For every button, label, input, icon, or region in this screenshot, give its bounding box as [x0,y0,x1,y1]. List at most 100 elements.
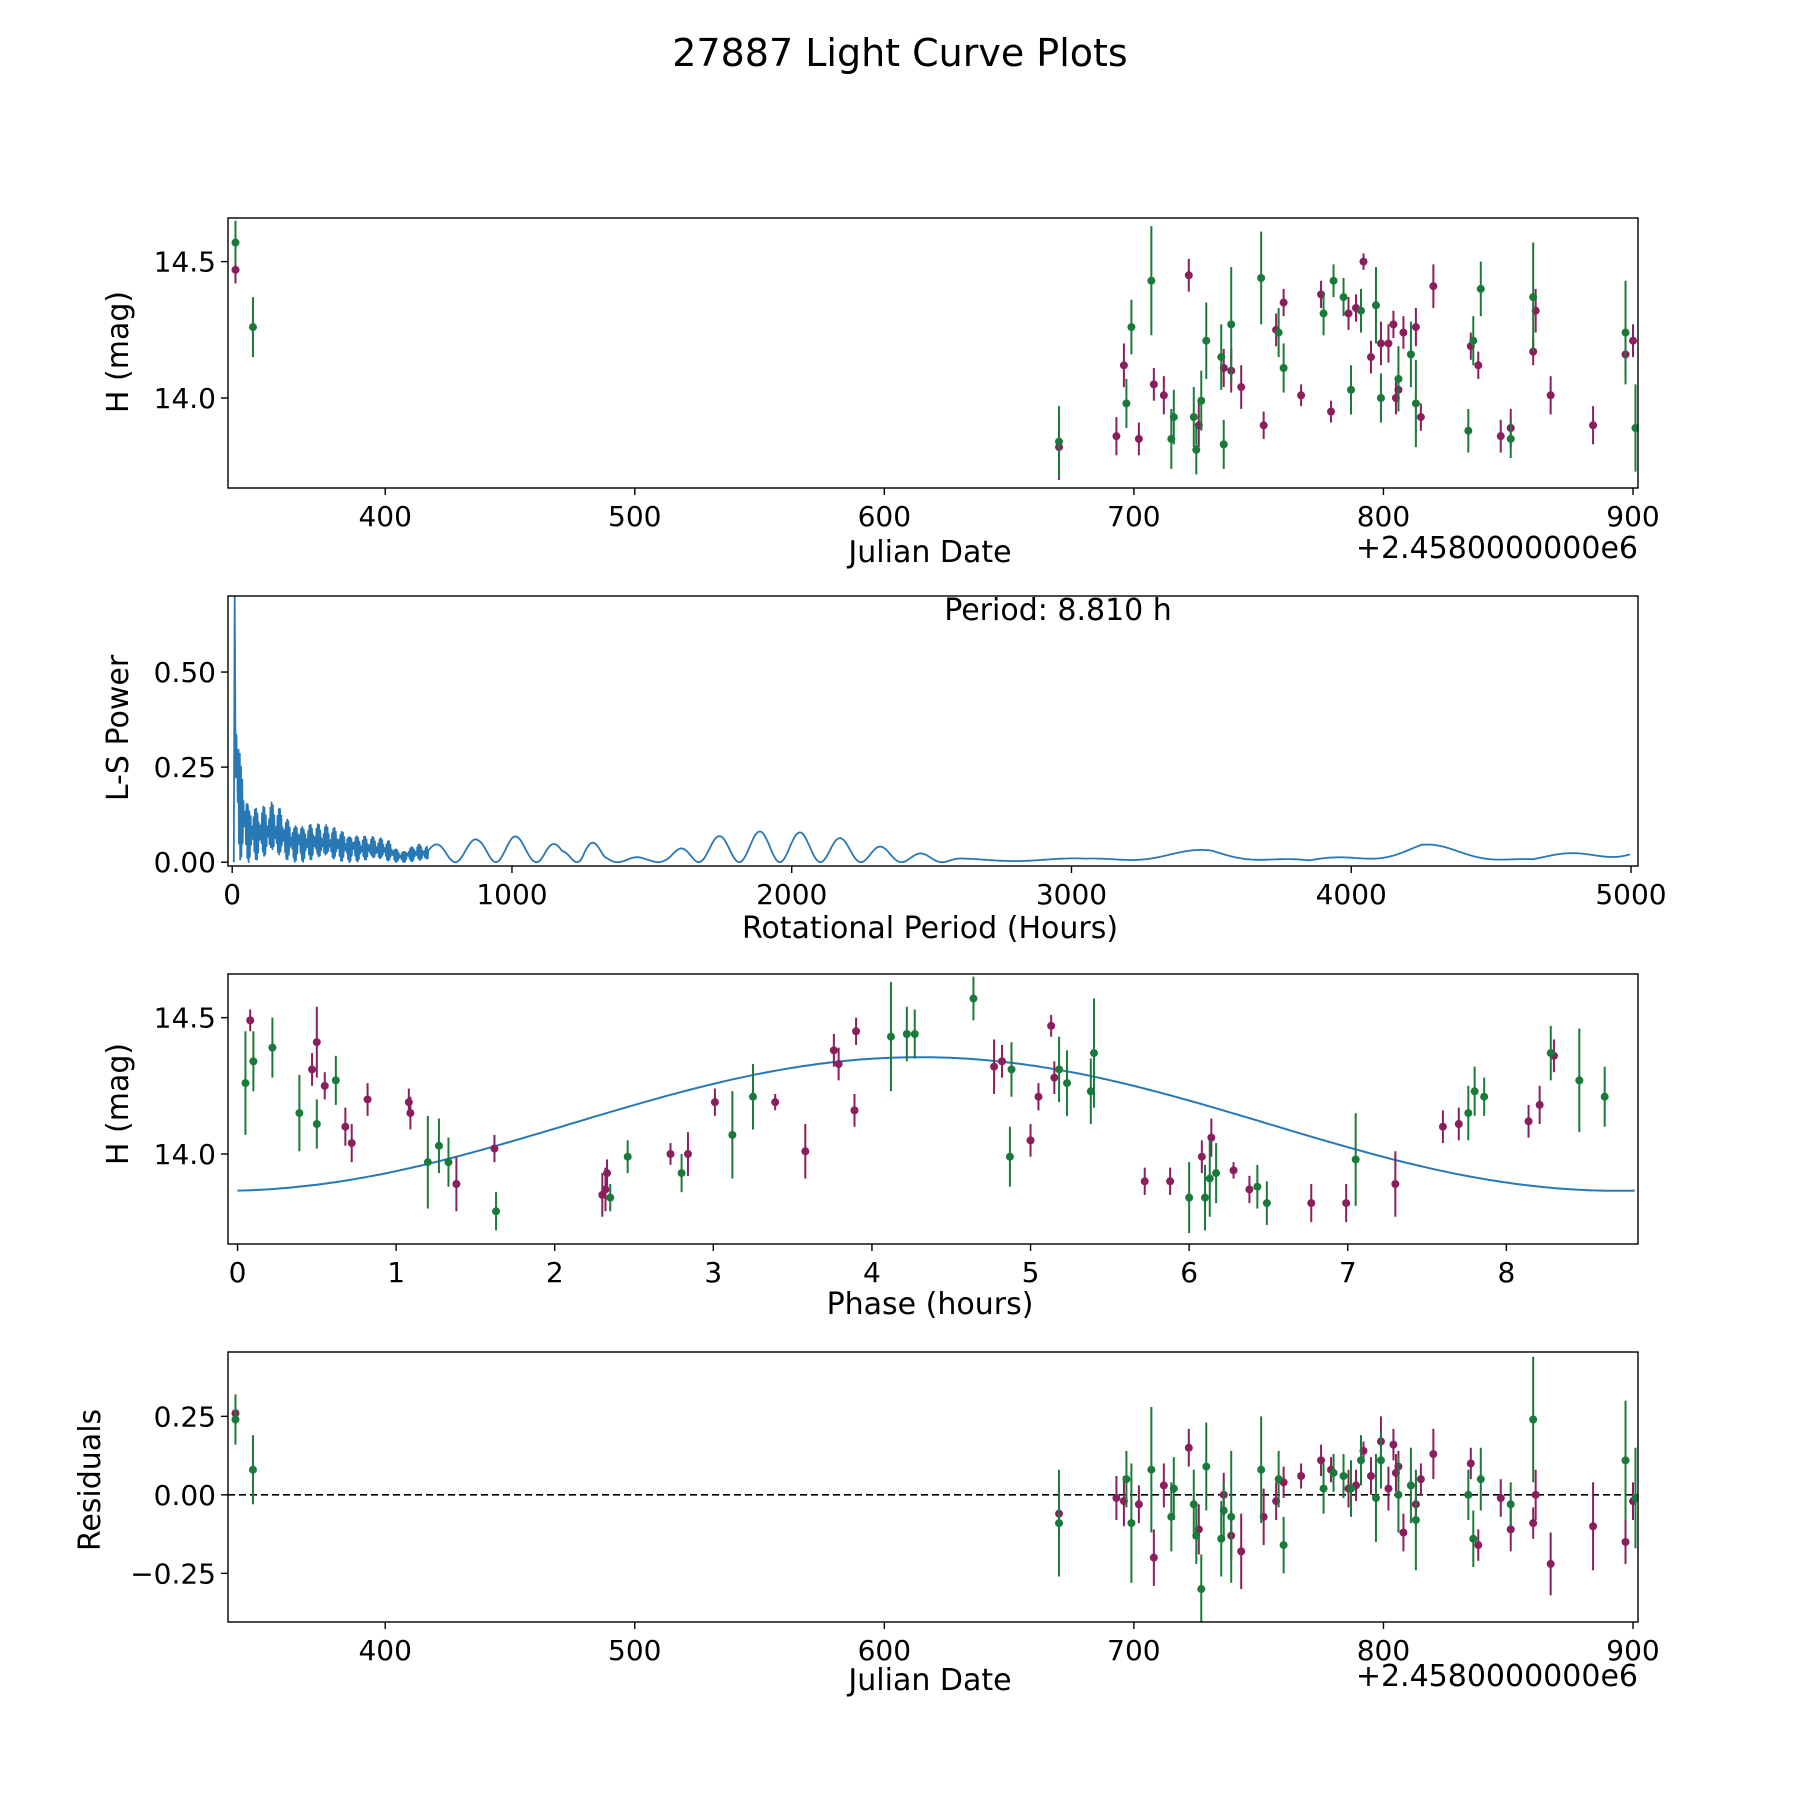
filter-b-data-point [1371,1493,1380,1502]
filter-b-data-point [1411,1515,1420,1524]
filter-a-data-point [1474,1541,1483,1550]
filter-a-data-point [1466,1459,1475,1468]
filter-a-data-point [1506,1525,1515,1534]
filter-b-data-point [1411,399,1420,408]
figure-title: 27887 Light Curve Plots [672,31,1127,75]
filter-b-data-point [248,1465,257,1474]
phased-xtick-label: 1 [387,1256,405,1289]
filter-b-data-point [1464,1109,1473,1118]
residuals-ytick-label: −0.25 [130,1557,216,1590]
filter-b-data-point [623,1152,632,1161]
filter-a-data-point [801,1147,810,1156]
filter-b-data-point [331,1076,340,1085]
filter-a-data-point [1245,1185,1254,1194]
filter-a-data-point [1149,1553,1158,1562]
filter-a-data-point [852,1027,861,1036]
filter-a-data-point [1416,1475,1425,1484]
filter-a-data-point [1391,1180,1400,1188]
lightcurve-xtick-label: 800 [1357,500,1410,533]
filter-a-data-point [1279,298,1288,307]
filter-b-data-point [1469,1534,1478,1543]
filter-b-data-point [1005,1152,1014,1161]
filter-a-data-point [404,1098,413,1107]
periodogram-plot-frame [227,595,1639,867]
filter-a-data-point [490,1144,499,1153]
filter-b-data-point [1055,1519,1064,1528]
filter-a-data-point [1229,1166,1238,1175]
filter-b-data-point [1329,1468,1338,1477]
filter-a-data-point [1140,1177,1149,1186]
residuals-ylabel: Residuals [73,1409,108,1551]
filter-b-data-point [1621,328,1630,337]
phased-panel: Phase (hours) H (mag) 0 1 2 3 4 5 6 7 8 14.0 14.5 [101,973,1639,1322]
filter-a-data-point [452,1180,461,1188]
filter-b-data-point [1394,374,1403,383]
filter-a-data-point [834,1060,843,1068]
lightcurve-plot-frame [227,217,1639,489]
filter-b-data-point [1089,1049,1098,1058]
filter-b-data-point [1274,1475,1283,1484]
periodogram-xlabel: Rotational Period (Hours) [742,911,1118,946]
filter-b-data-point [1007,1065,1016,1074]
filter-a-data-point [1184,271,1193,280]
filter-a-data-point [850,1106,859,1115]
filter-a-data-point [1237,1547,1246,1556]
lightcurve-ylabel: H (mag) [101,291,136,413]
filter-a-data-point [1119,361,1128,370]
residuals-xtick-label: 500 [608,1634,661,1667]
ls-power-line [232,596,1631,864]
filter-a-data-point [710,1098,719,1107]
filter-a-data-point [1317,1456,1326,1465]
filter-b-data-point [1347,1484,1356,1493]
phased-xtick-label: 6 [1180,1256,1198,1289]
lightcurve-xtick-label: 700 [1107,500,1160,533]
model-fit-curve [237,1056,1635,1192]
filter-b-data-point [1356,306,1365,315]
filter-b-data-point [886,1032,895,1041]
filter-a-data-point [246,1016,255,1025]
residuals-xtick-label: 600 [858,1634,911,1667]
filter-a-data-point [1429,282,1438,291]
filter-b-data-point [1351,1155,1360,1164]
filter-b-data-point [1329,276,1338,285]
filter-b-data-point [1274,328,1283,337]
filter-b-data-point [249,1057,258,1066]
filter-a-data-point [1197,1152,1206,1161]
filter-b-data-point [492,1207,501,1216]
residuals-xlabel: Julian Date [846,1663,1011,1698]
residuals-xtick-label: 700 [1107,1634,1160,1667]
filter-b-data-point [1147,1465,1156,1474]
filter-b-data-point [1169,1484,1178,1493]
filter-b-data-point [1217,353,1226,362]
filter-a-data-point [1589,1522,1598,1531]
filter-a-data-point [1359,257,1368,266]
filter-b-data-point [1529,1415,1538,1424]
periodogram-xtick-label: 0 [223,878,241,911]
filter-b-data-point [1279,1541,1288,1550]
filter-a-data-point [1629,336,1638,345]
filter-a-data-point [363,1095,372,1104]
phased-xtick-label: 3 [704,1256,722,1289]
filter-a-data-point [1399,328,1408,337]
lightcurve-panel: Julian Date H (mag) +2.4580000000e6 400 5… [101,217,1660,570]
filter-a-data-point [1389,1440,1398,1449]
periodogram-ytick-label: 0.50 [154,656,216,689]
filter-b-data-point [1086,1087,1095,1096]
periodogram-panel: Rotational Period (Hours) L-S Power Peri… [101,593,1667,946]
filter-a-data-point [1366,353,1375,362]
filter-a-data-point [1297,391,1306,400]
filter-b-data-point [1122,399,1131,408]
periodogram-xtick-label: 1000 [476,878,547,911]
filter-b-data-point [1212,1169,1221,1178]
filter-a-data-point [1384,339,1393,348]
filter-a-data-point [1327,407,1336,416]
filter-b-data-point [1406,350,1415,359]
lightcurve-xtick-label: 900 [1606,500,1659,533]
residuals-points [231,1356,1638,1622]
periodogram-series [232,596,1631,864]
filter-a-data-point [1026,1136,1035,1145]
lightcurve-points [231,220,1638,480]
filter-b-data-point [1219,440,1228,449]
filter-b-data-point [248,323,257,332]
residuals-ytick-label: 0.25 [154,1400,216,1433]
